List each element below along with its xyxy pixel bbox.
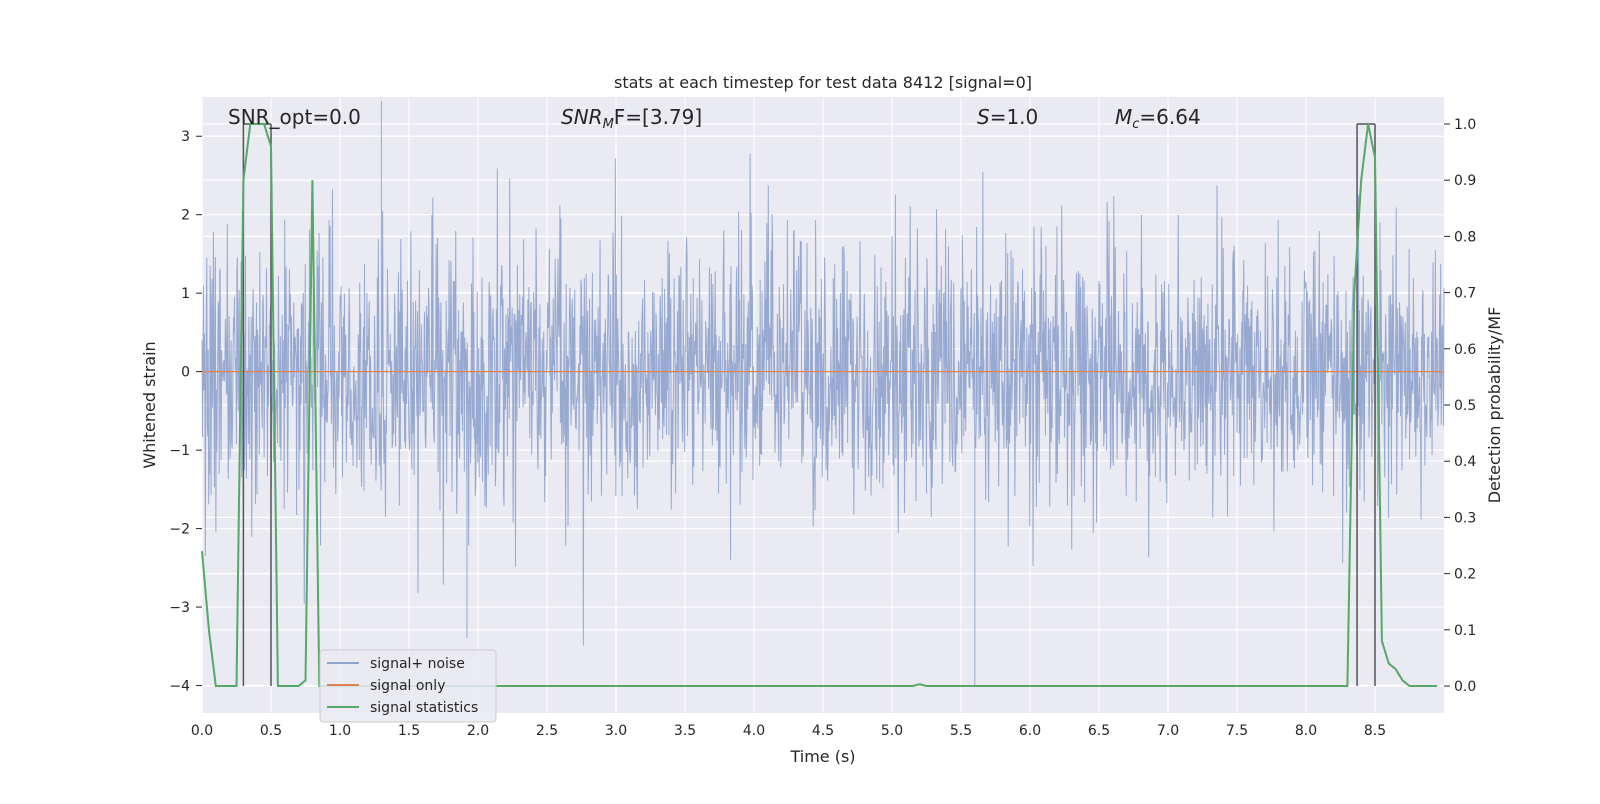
x-tick-label: 3.5 xyxy=(674,723,696,739)
x-tick-label: 8.0 xyxy=(1295,723,1317,739)
x-tick-label: 4.5 xyxy=(812,723,834,739)
series-signal-statistics xyxy=(201,122,1438,688)
legend: signal+ noise signal only signal statist… xyxy=(319,649,497,723)
annotation-snr-mf-tail: F=[3.79] xyxy=(614,105,702,129)
y-tick-label: 1 xyxy=(181,286,190,302)
y2-tick-label: 0.9 xyxy=(1454,173,1476,189)
x-tick-label: 0.0 xyxy=(191,723,213,739)
y2-tick-label: 0.8 xyxy=(1454,229,1476,245)
annotation-mc: Mc=6.64 xyxy=(1115,105,1201,132)
y2-tick-label: 0.1 xyxy=(1454,623,1476,639)
y2-tick-label: 0.0 xyxy=(1454,679,1476,695)
annotation-s: S=1.0 xyxy=(977,105,1038,129)
signal-statistics-line xyxy=(201,122,1438,688)
signal-noise-line xyxy=(201,100,1445,686)
chart-title: stats at each timestep for test data 841… xyxy=(614,73,1032,92)
y2-tick-label: 0.5 xyxy=(1454,398,1476,414)
annotation-snr-opt: SNR_opt=0.0 xyxy=(228,105,361,129)
y2-tick-label: 0.6 xyxy=(1454,342,1476,358)
y-tick-label: −4 xyxy=(169,679,190,695)
annotation-mc-tail: =6.64 xyxy=(1139,105,1200,129)
x-tick-label: 2.0 xyxy=(467,723,489,739)
x-tick-label: 8.5 xyxy=(1364,723,1386,739)
x-tick-label: 3.0 xyxy=(605,723,627,739)
legend-label-signal-noise: signal+ noise xyxy=(370,656,465,672)
y2-tick-label: 0.2 xyxy=(1454,567,1476,583)
y2-tick-label: 0.7 xyxy=(1454,286,1476,302)
x-axis-label: Time (s) xyxy=(789,747,855,766)
annotation-s-var: S xyxy=(977,105,990,129)
x-tick-label: 4.0 xyxy=(743,723,765,739)
x-tick-label: 6.0 xyxy=(1019,723,1041,739)
y-tick-label: −3 xyxy=(169,600,190,616)
x-tick-label: 7.5 xyxy=(1226,723,1248,739)
annotation-snr-mf: SNRMF=[3.79] xyxy=(561,105,702,132)
x-tick-label: 2.5 xyxy=(536,723,558,739)
annotation-mc-base: M xyxy=(1115,105,1132,129)
legend-box xyxy=(319,649,497,723)
x-tick-label: 1.0 xyxy=(329,723,351,739)
x-tick-label: 7.0 xyxy=(1157,723,1179,739)
y2-axis-label: Detection probability/MF xyxy=(1485,307,1504,504)
ticks: 0.0 0.5 1.0 1.5 2.0 2.5 3.0 3.5 4.0 4.5 5.0 5.5 6.0 6… xyxy=(169,117,1476,739)
annotation-mc-sub: c xyxy=(1132,117,1139,132)
annotation-snr-mf-sub: M xyxy=(603,117,614,132)
y2-tick-label: 0.3 xyxy=(1454,510,1476,526)
y2-tick-label: 1.0 xyxy=(1454,117,1476,133)
x-tick-label: 6.5 xyxy=(1088,723,1110,739)
annotation-s-tail: =1.0 xyxy=(990,105,1039,129)
y-tick-label: 0 xyxy=(181,365,190,381)
y2-tick-label: 0.4 xyxy=(1454,454,1476,470)
series-signal-noise xyxy=(201,100,1445,686)
x-tick-label: 5.0 xyxy=(881,723,903,739)
y-axis-label: Whitened strain xyxy=(140,341,159,468)
y-tick-label: 2 xyxy=(181,208,190,224)
y-tick-label: −1 xyxy=(169,443,190,459)
y-tick-label: 3 xyxy=(181,129,190,145)
x-tick-label: 1.5 xyxy=(398,723,420,739)
annotation-snr-mf-base: SNR xyxy=(561,105,603,129)
x-tick-label: 5.5 xyxy=(950,723,972,739)
legend-label-signal-only: signal only xyxy=(370,678,445,694)
legend-label-signal-statistics: signal statistics xyxy=(370,700,478,716)
x-tick-label: 0.5 xyxy=(260,723,282,739)
y-tick-label: −2 xyxy=(169,522,190,538)
